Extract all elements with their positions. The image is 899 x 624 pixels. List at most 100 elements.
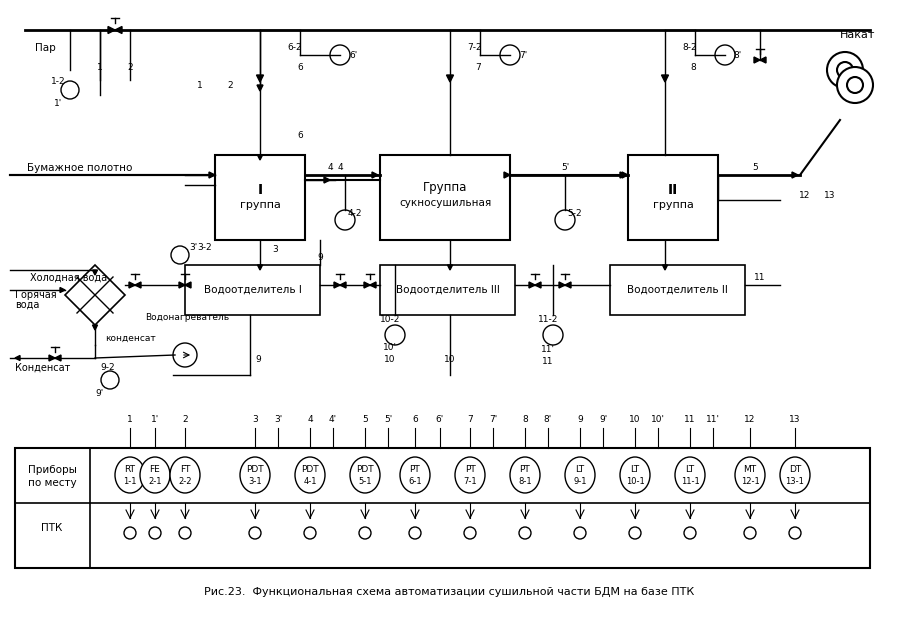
Polygon shape xyxy=(60,288,65,293)
Text: 10-1: 10-1 xyxy=(626,477,645,485)
Polygon shape xyxy=(340,282,346,288)
Text: сукносушильная: сукносушильная xyxy=(399,198,491,208)
Polygon shape xyxy=(257,85,263,91)
Text: Водоотделитель III: Водоотделитель III xyxy=(396,285,500,295)
Text: Водоотделитель I: Водоотделитель I xyxy=(203,285,301,295)
Bar xyxy=(185,265,320,315)
Text: 9: 9 xyxy=(577,416,583,424)
Ellipse shape xyxy=(565,457,595,493)
Circle shape xyxy=(330,45,350,65)
Text: Накат: Накат xyxy=(840,30,876,40)
Text: Водоотделитель II: Водоотделитель II xyxy=(628,285,728,295)
Circle shape xyxy=(61,81,79,99)
Polygon shape xyxy=(55,355,61,361)
Text: 3-2: 3-2 xyxy=(198,243,212,253)
Text: вода: вода xyxy=(15,300,40,310)
Text: 12: 12 xyxy=(799,190,811,200)
Text: 5': 5' xyxy=(561,163,569,172)
Text: 9': 9' xyxy=(599,416,607,424)
Polygon shape xyxy=(529,282,535,288)
Text: 4: 4 xyxy=(327,163,333,172)
Text: FE: FE xyxy=(149,466,160,474)
Circle shape xyxy=(249,527,261,539)
Ellipse shape xyxy=(735,457,765,493)
Text: 9: 9 xyxy=(255,356,261,364)
Text: 2-1: 2-1 xyxy=(148,477,162,485)
Text: 1-2: 1-2 xyxy=(50,77,66,87)
Polygon shape xyxy=(447,75,453,82)
Text: 7: 7 xyxy=(476,64,481,72)
Text: 2: 2 xyxy=(182,416,188,424)
Text: 11: 11 xyxy=(542,358,554,366)
Text: 1: 1 xyxy=(127,416,133,424)
Text: группа: группа xyxy=(239,200,280,210)
Text: Горячая: Горячая xyxy=(15,290,57,300)
Ellipse shape xyxy=(170,457,200,493)
Circle shape xyxy=(304,527,316,539)
Ellipse shape xyxy=(350,457,380,493)
Text: DT: DT xyxy=(789,466,801,474)
Circle shape xyxy=(827,52,863,88)
Bar xyxy=(380,155,510,240)
Ellipse shape xyxy=(400,457,430,493)
Polygon shape xyxy=(257,155,263,160)
Text: 12-1: 12-1 xyxy=(741,477,760,485)
Text: MT: MT xyxy=(743,466,757,474)
Text: 12: 12 xyxy=(744,416,756,424)
Text: Конденсат: Конденсат xyxy=(15,363,70,373)
Circle shape xyxy=(173,343,197,367)
Text: 13: 13 xyxy=(824,190,836,200)
Text: LT: LT xyxy=(630,466,639,474)
Polygon shape xyxy=(209,172,215,178)
Ellipse shape xyxy=(240,457,270,493)
Text: 11-2: 11-2 xyxy=(538,316,558,324)
Polygon shape xyxy=(504,172,510,178)
Polygon shape xyxy=(257,265,263,270)
Polygon shape xyxy=(663,265,667,270)
Text: 11': 11' xyxy=(706,416,720,424)
Text: 3': 3' xyxy=(274,416,282,424)
Text: 1': 1' xyxy=(151,416,159,424)
Text: I: I xyxy=(257,182,263,197)
Text: 8': 8' xyxy=(734,51,743,59)
Polygon shape xyxy=(370,282,376,288)
Circle shape xyxy=(149,527,161,539)
Text: 10': 10' xyxy=(651,416,665,424)
Text: 4: 4 xyxy=(307,416,313,424)
Text: PDT: PDT xyxy=(246,466,263,474)
Text: 6-1: 6-1 xyxy=(408,477,422,485)
Ellipse shape xyxy=(295,457,325,493)
Polygon shape xyxy=(754,57,760,63)
Bar xyxy=(15,448,870,568)
Text: 1: 1 xyxy=(197,80,203,89)
Text: 10: 10 xyxy=(444,356,456,364)
Text: Рис.23.  Функциональная схема автоматизации сушильной части БДМ на базе ПТК: Рис.23. Функциональная схема автоматизац… xyxy=(204,587,694,597)
Text: 5': 5' xyxy=(384,416,392,424)
Text: 5-2: 5-2 xyxy=(567,208,583,218)
Circle shape xyxy=(847,77,863,93)
Text: RT: RT xyxy=(124,466,136,474)
Polygon shape xyxy=(622,172,628,178)
Text: 3: 3 xyxy=(272,245,278,255)
Circle shape xyxy=(179,527,191,539)
Text: 6: 6 xyxy=(298,64,303,72)
Ellipse shape xyxy=(675,457,705,493)
Text: 3: 3 xyxy=(252,416,258,424)
Text: PDT: PDT xyxy=(356,466,374,474)
Polygon shape xyxy=(49,355,55,361)
Circle shape xyxy=(464,527,476,539)
Circle shape xyxy=(543,325,563,345)
Polygon shape xyxy=(185,282,191,288)
Text: 11-1: 11-1 xyxy=(681,477,699,485)
Text: 11: 11 xyxy=(754,273,766,283)
Polygon shape xyxy=(256,75,263,82)
Text: 9-1: 9-1 xyxy=(574,477,587,485)
Text: 9': 9' xyxy=(96,389,104,397)
Text: 9-2: 9-2 xyxy=(100,364,115,373)
Polygon shape xyxy=(93,270,97,275)
Polygon shape xyxy=(662,75,669,82)
Circle shape xyxy=(629,527,641,539)
Text: Приборы: Приборы xyxy=(28,465,76,475)
Ellipse shape xyxy=(780,457,810,493)
Text: II: II xyxy=(668,182,678,197)
